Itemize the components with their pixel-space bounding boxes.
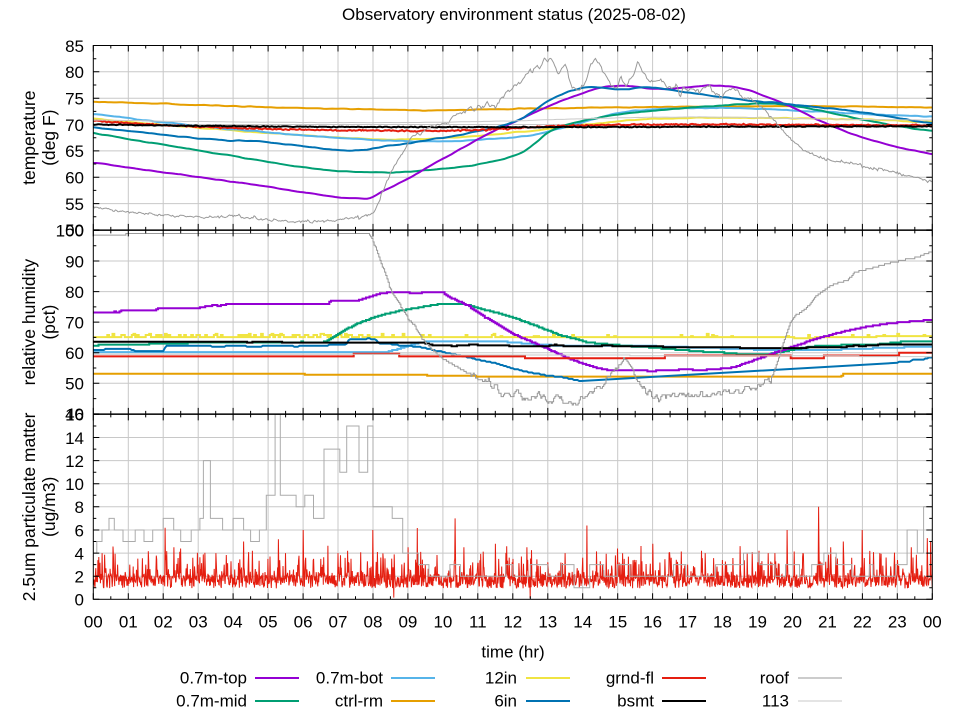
svg-text:20: 20	[783, 613, 802, 632]
svg-text:80: 80	[65, 63, 84, 82]
svg-text:0.7m-bot: 0.7m-bot	[316, 669, 383, 688]
svg-text:bsmt: bsmt	[617, 692, 654, 711]
svg-text:113: 113	[762, 692, 789, 711]
svg-text:06: 06	[294, 613, 313, 632]
svg-text:90: 90	[65, 252, 84, 271]
svg-text:ctrl-rm: ctrl-rm	[335, 692, 383, 711]
svg-text:4: 4	[75, 544, 84, 563]
svg-text:11: 11	[469, 613, 487, 632]
svg-text:01: 01	[119, 613, 138, 632]
svg-text:09: 09	[398, 613, 417, 632]
svg-text:70: 70	[65, 313, 84, 332]
svg-text:2.5um particulate matter: 2.5um particulate matter	[19, 412, 39, 601]
svg-text:relative humidity: relative humidity	[19, 259, 39, 386]
svg-text:08: 08	[364, 613, 383, 632]
svg-text:Observatory environment status: Observatory environment status (2025-08-…	[342, 5, 686, 24]
svg-text:0.7m-top: 0.7m-top	[180, 669, 247, 688]
svg-text:80: 80	[65, 283, 84, 302]
svg-text:00: 00	[84, 613, 103, 632]
svg-text:(ug/m3): (ug/m3)	[39, 477, 59, 537]
svg-text:19: 19	[748, 613, 767, 632]
svg-text:2: 2	[75, 568, 84, 587]
svg-text:60: 60	[65, 169, 84, 188]
svg-text:16: 16	[643, 613, 662, 632]
svg-text:15: 15	[608, 613, 627, 632]
svg-text:6: 6	[75, 521, 84, 540]
svg-text:70: 70	[65, 116, 84, 135]
svg-text:75: 75	[65, 90, 84, 109]
svg-text:8: 8	[75, 498, 84, 517]
svg-text:14: 14	[573, 613, 592, 632]
svg-text:85: 85	[65, 37, 84, 56]
svg-text:55: 55	[65, 195, 84, 214]
svg-text:12: 12	[65, 452, 84, 471]
svg-text:12in: 12in	[485, 669, 517, 688]
svg-text:10: 10	[65, 475, 84, 494]
svg-text:0: 0	[75, 591, 84, 610]
svg-text:16: 16	[65, 406, 84, 425]
svg-text:14: 14	[65, 429, 84, 448]
svg-text:05: 05	[259, 613, 278, 632]
svg-text:10: 10	[433, 613, 452, 632]
svg-text:02: 02	[154, 613, 173, 632]
svg-text:50: 50	[65, 375, 84, 394]
svg-text:time (hr): time (hr)	[481, 643, 544, 662]
svg-text:23: 23	[888, 613, 907, 632]
svg-text:12: 12	[503, 613, 522, 632]
svg-text:grnd-fl: grnd-fl	[606, 669, 654, 688]
svg-text:40: 40	[65, 405, 84, 424]
svg-text:17: 17	[678, 613, 697, 632]
svg-text:6in: 6in	[494, 692, 517, 711]
svg-text:65: 65	[65, 142, 84, 161]
svg-text:0.7m-mid: 0.7m-mid	[176, 692, 247, 711]
svg-text:60: 60	[65, 344, 84, 363]
svg-text:21: 21	[818, 613, 837, 632]
svg-text:50: 50	[65, 221, 84, 240]
svg-text:100: 100	[56, 222, 84, 241]
svg-text:22: 22	[853, 613, 872, 632]
svg-text:07: 07	[329, 613, 348, 632]
svg-text:13: 13	[538, 613, 557, 632]
svg-text:04: 04	[224, 613, 243, 632]
svg-text:00: 00	[923, 613, 942, 632]
svg-text:(pct): (pct)	[39, 305, 59, 340]
svg-text:(deg F): (deg F)	[39, 109, 59, 165]
svg-text:03: 03	[189, 613, 208, 632]
svg-text:roof: roof	[760, 669, 790, 688]
svg-text:temperature: temperature	[19, 91, 39, 185]
svg-text:18: 18	[713, 613, 732, 632]
